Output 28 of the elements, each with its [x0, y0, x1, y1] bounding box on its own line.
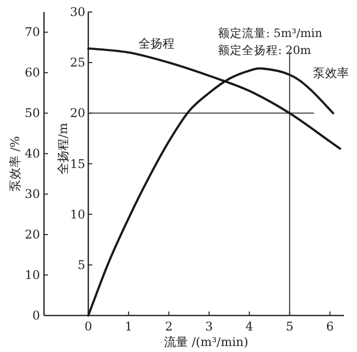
y-tick-label: 20: [24, 228, 40, 242]
y2-tick-label: 30: [70, 5, 86, 19]
y-tick-label: 10: [24, 268, 40, 282]
series-label: 全扬程: [138, 36, 174, 50]
y2-tick-label: 15: [70, 156, 86, 171]
x-axis-title: 流量 /(m³/min): [164, 335, 248, 349]
y2-axis-title: 全扬程/m: [56, 122, 70, 174]
annotation: 额定全扬程: 20m: [218, 43, 312, 57]
annotation: 额定流量: 5m³/min: [218, 26, 323, 40]
x-tick-label: 4: [246, 320, 254, 334]
x-tick-label: 5: [286, 320, 294, 334]
y2-tick-label: 25: [70, 56, 86, 70]
y-tick-label: 60: [24, 66, 40, 80]
x-tick-label: 3: [205, 320, 213, 334]
y-axis-title: 泵效率 /%: [8, 136, 22, 192]
y-tick-label: 30: [24, 187, 40, 202]
x-tick-label: 0: [84, 320, 92, 334]
y2-tick-label: 5: [78, 258, 86, 272]
y2-tick-label: 10: [70, 207, 86, 222]
x-tick-label: 6: [326, 320, 334, 334]
x-tick-label: 2: [165, 320, 173, 334]
series-label: 泵效率: [313, 66, 350, 80]
y-tick-label: 50: [24, 106, 40, 120]
x-tick-label: 1: [124, 320, 132, 334]
y2-tick-label: 20: [70, 106, 86, 120]
y-tick-label: 0: [32, 308, 40, 322]
y-tick-label: 70: [24, 25, 40, 40]
y-tick-label: 40: [24, 146, 40, 161]
